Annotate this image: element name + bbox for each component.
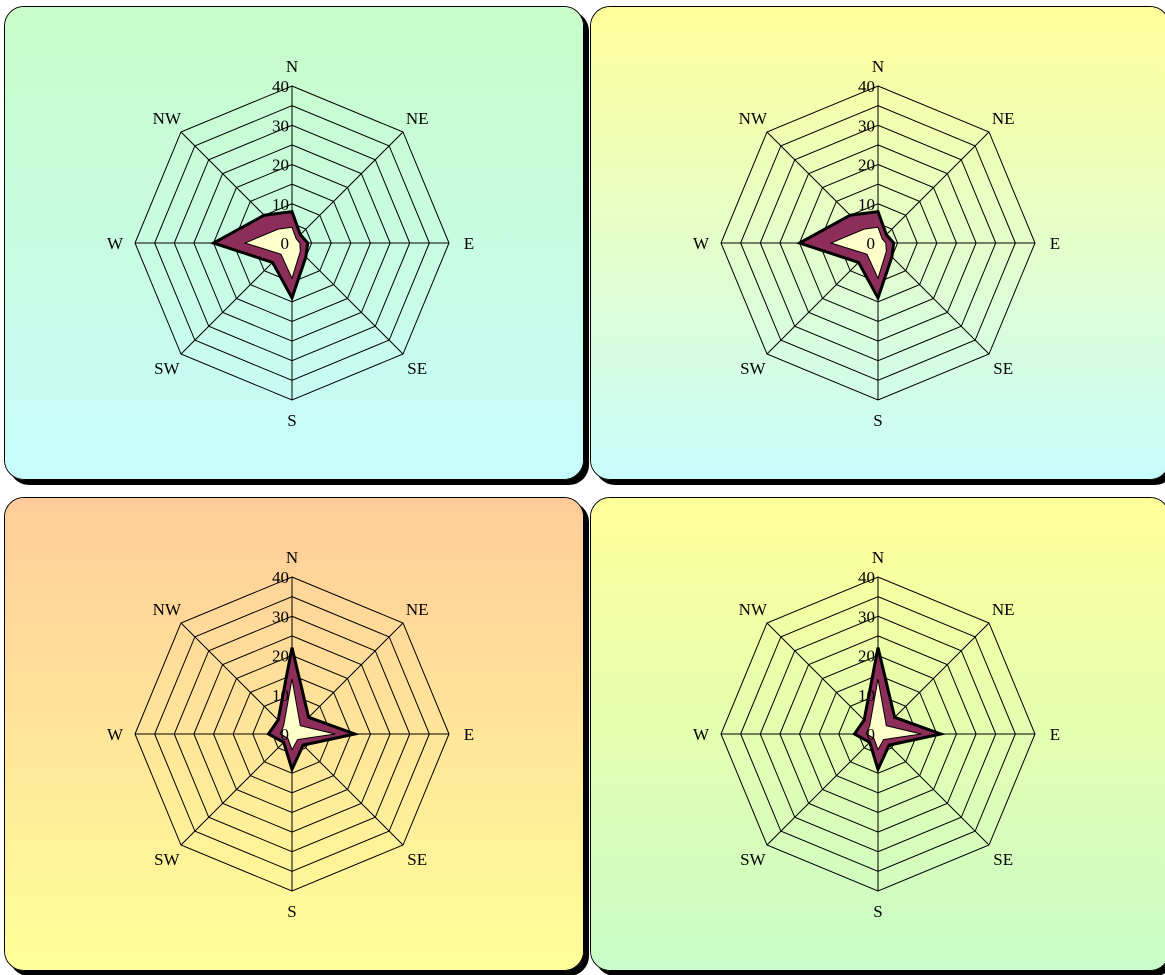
series-2-area (279, 678, 336, 751)
direction-label-nw: NW (153, 600, 182, 619)
grid-spoke (877, 131, 990, 244)
grid-spoke (291, 131, 404, 244)
direction-label-n: N (286, 57, 298, 76)
r-tick-label: 0 (281, 234, 290, 253)
direction-label-ne: NE (992, 600, 1015, 619)
direction-label-n: N (872, 57, 884, 76)
direction-label-nw: NW (739, 109, 768, 128)
r-tick-label: 0 (867, 725, 876, 744)
direction-label-w: W (107, 725, 124, 744)
r-tick-label: 30 (272, 116, 289, 135)
direction-label-w: W (107, 234, 124, 253)
direction-label-sw: SW (740, 850, 766, 869)
grid-spoke (291, 733, 404, 846)
r-tick-label: 10 (858, 686, 875, 705)
direction-label-w: W (693, 725, 710, 744)
direction-label-e: E (464, 725, 474, 744)
grid-spoke (180, 733, 293, 846)
radar-chart-2: 0 10 20 30 40N NE E SE S SW W NW (591, 7, 1165, 479)
r-tick-label: 40 (858, 77, 875, 96)
direction-label-sw: SW (154, 359, 180, 378)
r-tick-label: 0 (867, 234, 876, 253)
r-tick-label: 40 (272, 77, 289, 96)
grid-spoke (291, 622, 404, 735)
grid-spoke (766, 733, 879, 846)
radar-chart-4: 0 10 20 30 40N NE E SE S SW W NW (591, 498, 1165, 970)
r-tick-label: 20 (272, 156, 289, 175)
r-tick-label: 40 (272, 568, 289, 587)
grid-spoke (291, 242, 404, 355)
direction-label-se: SE (993, 359, 1013, 378)
radar-chart-3: 0 10 20 30 40N NE E SE S SW W NW (5, 498, 583, 970)
direction-label-e: E (1050, 725, 1060, 744)
r-tick-label: 30 (272, 607, 289, 626)
direction-label-ne: NE (406, 109, 429, 128)
grid-spoke (766, 622, 879, 735)
direction-label-s: S (287, 902, 296, 921)
direction-label-se: SE (407, 850, 427, 869)
direction-label-e: E (464, 234, 474, 253)
r-tick-label: 40 (858, 568, 875, 587)
radar-chart-panel-3: 0 10 20 30 40 N NE E SE S SW W NW (4, 497, 584, 971)
grid-spoke (877, 622, 990, 735)
radar-chart-panel-1: 0 10 20 30 40 N NE E SE S SW W NW (4, 6, 584, 480)
r-tick-label: 10 (858, 195, 875, 214)
direction-label-s: S (287, 411, 296, 430)
direction-label-sw: SW (740, 359, 766, 378)
direction-label-n: N (872, 548, 884, 567)
r-tick-label: 20 (858, 156, 875, 175)
grid-spoke (877, 242, 990, 355)
radar-chart-1: 0 10 20 30 40N NE E SE S SW W NW (5, 7, 583, 479)
radar-chart-panel-2: 0 10 20 30 40 N NE E SE S SW W NW (590, 6, 1165, 480)
grid-spoke (877, 733, 990, 846)
grid-spoke (180, 622, 293, 735)
r-tick-label: 20 (858, 647, 875, 666)
direction-label-w: W (693, 234, 710, 253)
direction-label-nw: NW (739, 600, 768, 619)
r-tick-label: 20 (272, 647, 289, 666)
r-tick-label: 30 (858, 116, 875, 135)
r-tick-label: 10 (272, 686, 289, 705)
r-tick-label: 10 (272, 195, 289, 214)
r-tick-label: 30 (858, 607, 875, 626)
series-2-area (243, 226, 301, 280)
direction-label-se: SE (993, 850, 1013, 869)
direction-label-nw: NW (153, 109, 182, 128)
direction-label-s: S (873, 411, 882, 430)
direction-label-ne: NE (992, 109, 1015, 128)
r-tick-label: 0 (281, 725, 290, 744)
direction-label-e: E (1050, 234, 1060, 253)
direction-label-se: SE (407, 359, 427, 378)
series-2-area (829, 226, 887, 280)
direction-label-sw: SW (154, 850, 180, 869)
series-2-area (865, 678, 922, 751)
direction-label-s: S (873, 902, 882, 921)
direction-label-n: N (286, 548, 298, 567)
radar-chart-panel-4: 0 10 20 30 40 N NE E SE S SW W NW (590, 497, 1165, 971)
direction-label-ne: NE (406, 600, 429, 619)
